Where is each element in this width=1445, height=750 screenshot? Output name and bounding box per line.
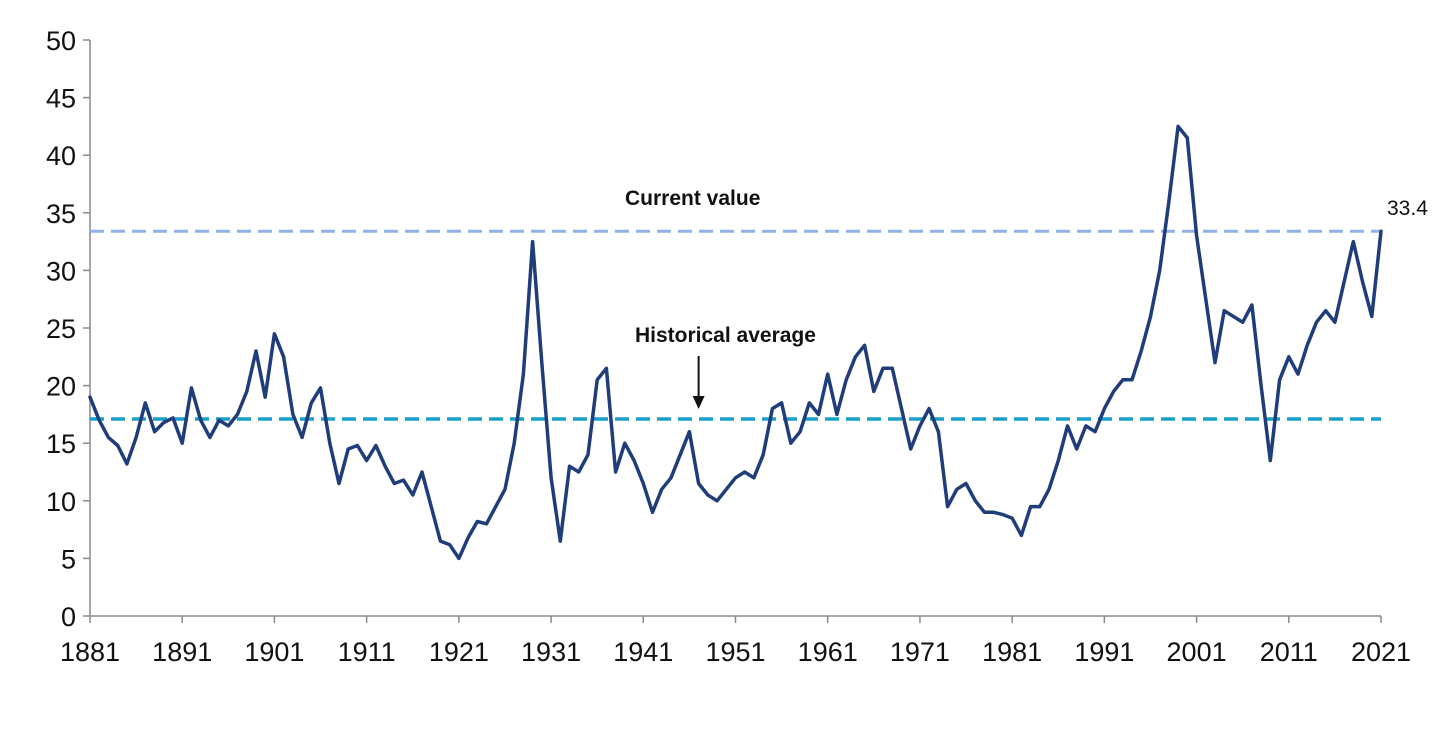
annotations: Current value 33.4 Historical average: [625, 187, 1428, 409]
historical-average-label: Historical average: [635, 324, 816, 347]
y-tick-label: 35: [46, 199, 76, 229]
y-tick-label: 10: [46, 487, 76, 517]
x-tick-label: 1991: [1074, 637, 1134, 667]
y-tick-label: 40: [46, 141, 76, 171]
x-tick-label: 1901: [244, 637, 304, 667]
x-tick-label: 2021: [1351, 637, 1411, 667]
current-value-label: Current value: [625, 187, 760, 210]
series-layer: [88, 124, 1383, 561]
y-tick-label: 5: [61, 544, 76, 574]
y-tick-label: 30: [46, 256, 76, 286]
current-value-number: 33.4: [1387, 197, 1428, 220]
x-tick-label: 2011: [1260, 637, 1318, 667]
x-tick-group: 1881 1891 1901 1911 1921 1931 1941 1951 1961 1971…: [60, 616, 1411, 667]
y-tick-group: 0 5 10 15 20 25 30 35 40 45 50: [46, 26, 90, 632]
x-tick-label: 1911: [338, 637, 396, 667]
y-tick-label: 50: [46, 26, 76, 56]
series-line: [88, 124, 1383, 561]
x-tick-label: 1921: [429, 637, 489, 667]
y-tick-label: 15: [46, 429, 76, 459]
x-tick-label: 1981: [982, 637, 1042, 667]
x-tick-label: 1931: [521, 637, 581, 667]
historical-average-arrowhead: [692, 396, 705, 409]
x-tick-label: 1891: [152, 637, 212, 667]
x-tick-label: 2001: [1167, 637, 1227, 667]
x-tick-label: 1971: [890, 637, 950, 667]
x-tick-label: 1951: [705, 637, 765, 667]
y-tick-label: 0: [61, 602, 76, 632]
y-tick-label: 20: [46, 372, 76, 402]
y-tick-label: 25: [46, 314, 76, 344]
x-tick-label: 1941: [613, 637, 673, 667]
x-tick-label: 1881: [60, 637, 120, 667]
x-tick-label: 1961: [798, 637, 858, 667]
y-tick-label: 45: [46, 84, 76, 114]
